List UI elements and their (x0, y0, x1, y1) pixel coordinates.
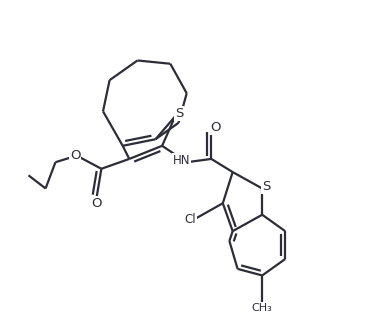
Text: Cl: Cl (185, 213, 196, 226)
Text: O: O (210, 121, 220, 134)
Text: O: O (70, 149, 81, 162)
Text: HN: HN (173, 154, 190, 167)
Text: S: S (175, 107, 184, 120)
Text: S: S (262, 180, 270, 193)
Text: O: O (91, 197, 102, 210)
Text: CH₃: CH₃ (252, 303, 272, 312)
